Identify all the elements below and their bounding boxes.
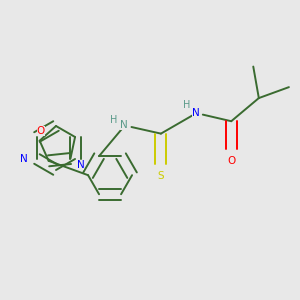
Text: O: O [37, 126, 45, 136]
Text: O: O [227, 156, 236, 166]
Text: N: N [76, 160, 84, 170]
Text: N: N [20, 154, 28, 164]
Text: H: H [183, 100, 190, 110]
Text: N: N [192, 108, 200, 118]
Text: S: S [158, 171, 164, 181]
Text: N: N [120, 120, 128, 130]
Text: H: H [110, 115, 117, 125]
